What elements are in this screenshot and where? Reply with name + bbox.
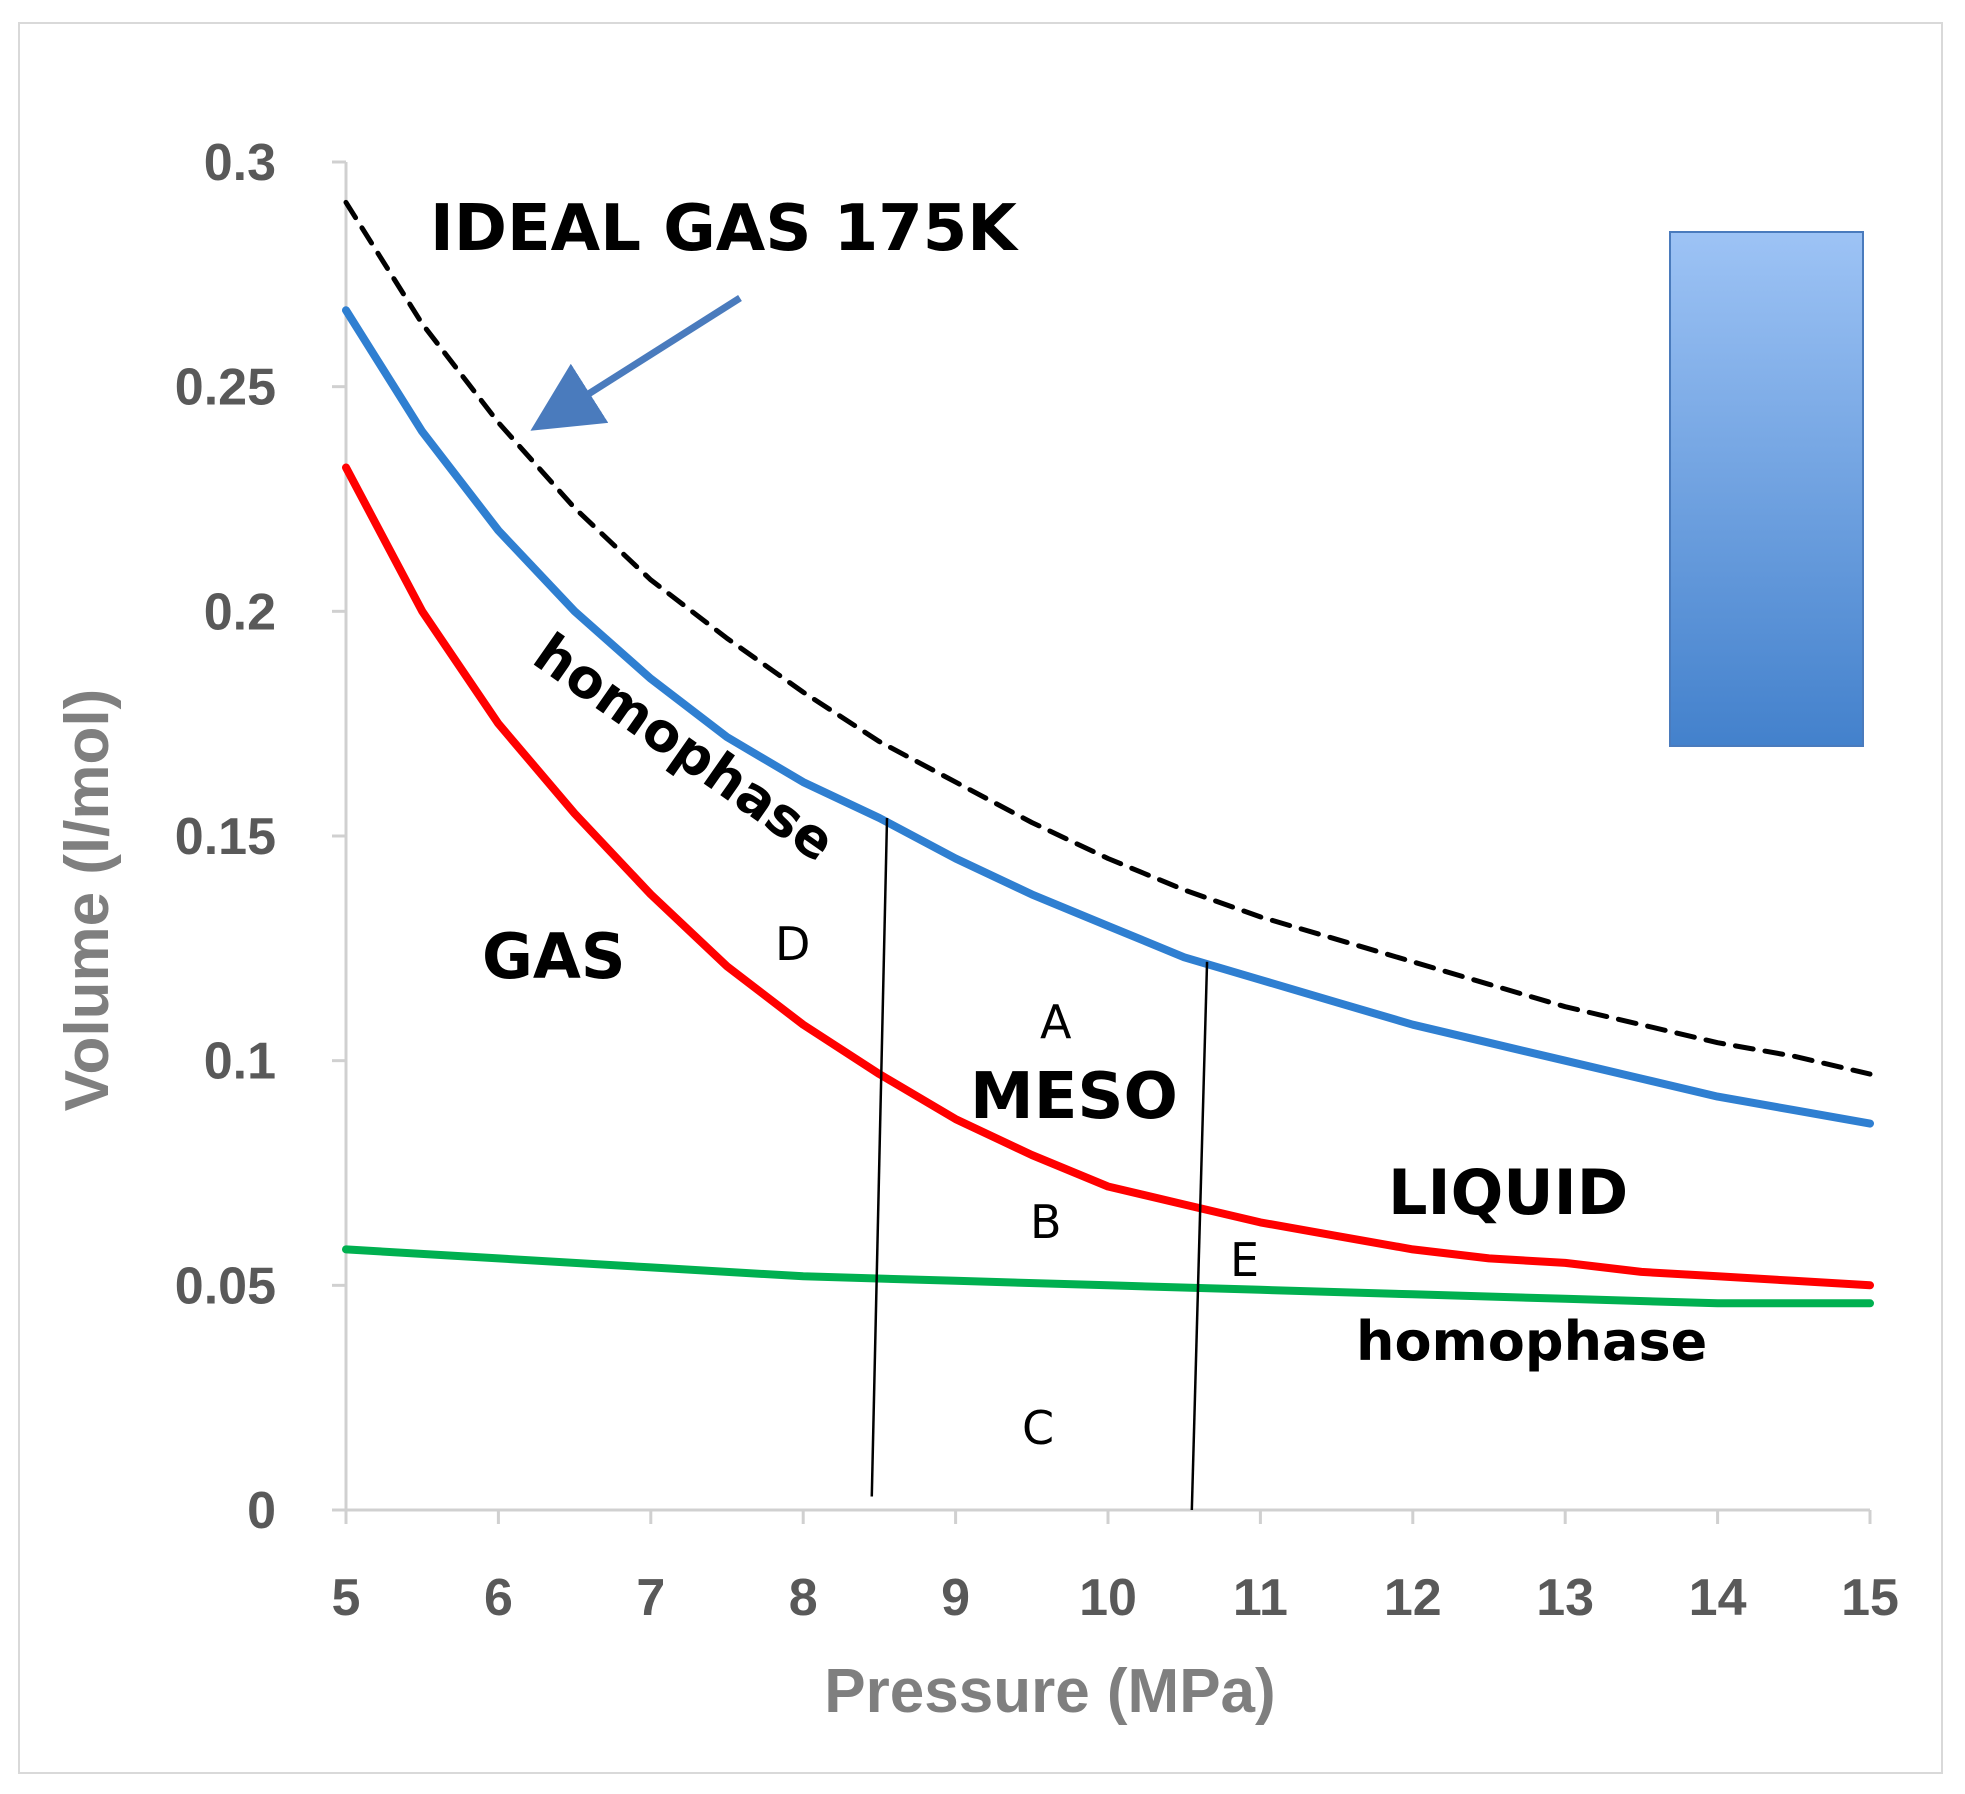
- boundary-line-2: [1190, 961, 1209, 1511]
- y-tick-label-0.15: 0.15: [175, 808, 276, 866]
- x-tick-label-10: 10: [1079, 1569, 1137, 1627]
- region-label-c: C: [1022, 1401, 1054, 1455]
- homophase-upper-label: homophase: [523, 621, 847, 874]
- x-tick-label-6: 6: [484, 1569, 513, 1627]
- ideal-gas-arrow: [530, 295, 742, 431]
- series-line-gas-meso-boundary: [342, 463, 1874, 1290]
- x-tick-label-5: 5: [332, 1569, 361, 1627]
- gas-label: GAS: [482, 920, 626, 993]
- series-line-liquid-homophase: [342, 1245, 1874, 1308]
- region-label-d: D: [775, 917, 810, 971]
- x-tick-label-15: 15: [1841, 1569, 1899, 1627]
- series-line-ideal-gas-175k: [343, 199, 1873, 1077]
- y-tick-label-0.1: 0.1: [204, 1033, 276, 1091]
- x-tick-label-12: 12: [1384, 1569, 1442, 1627]
- region-label-a: A: [1040, 995, 1072, 1049]
- region-label-b: B: [1030, 1195, 1062, 1249]
- tick-marks: [332, 160, 1872, 1524]
- boundary-line-1: [870, 817, 889, 1497]
- x-tick-label-14: 14: [1689, 1569, 1747, 1627]
- region-label-e: E: [1230, 1233, 1259, 1287]
- series-layer: [342, 199, 1874, 1308]
- tick-labels: 5 6 7 8 9 10 11 12 13 14 15 0 0.05 0.1 0.15 0.2 0.25 0.3: [175, 134, 1899, 1627]
- y-tick-label-0.3: 0.3: [204, 134, 276, 192]
- boundary-lines: [870, 817, 1209, 1511]
- y-tick-label-0: 0: [247, 1482, 276, 1540]
- y-tick-label-0.25: 0.25: [175, 359, 276, 417]
- legend-swatch: [1669, 231, 1864, 747]
- meso-label: MESO: [970, 1060, 1178, 1134]
- x-tick-label-13: 13: [1536, 1569, 1594, 1627]
- x-tick-label-8: 8: [789, 1569, 818, 1627]
- y-axis-title: Volume (l/mol): [53, 689, 122, 1112]
- series-line-homophase-gas-boundary: [342, 306, 1874, 1128]
- x-axis-title: Pressure (MPa): [824, 1657, 1275, 1726]
- y-tick-label-0.05: 0.05: [175, 1257, 276, 1315]
- axes: [344, 162, 1870, 1512]
- x-tick-label-11: 11: [1233, 1569, 1288, 1627]
- x-tick-label-9: 9: [941, 1569, 970, 1627]
- ideal-gas-label: IDEAL GAS 175K: [430, 192, 1019, 266]
- figure-frame: [18, 22, 1943, 1774]
- x-tick-label-7: 7: [636, 1569, 665, 1627]
- y-tick-label-0.2: 0.2: [204, 583, 276, 641]
- homophase-lower-label: homophase: [1356, 1310, 1707, 1373]
- liquid-label: LIQUID: [1388, 1156, 1628, 1229]
